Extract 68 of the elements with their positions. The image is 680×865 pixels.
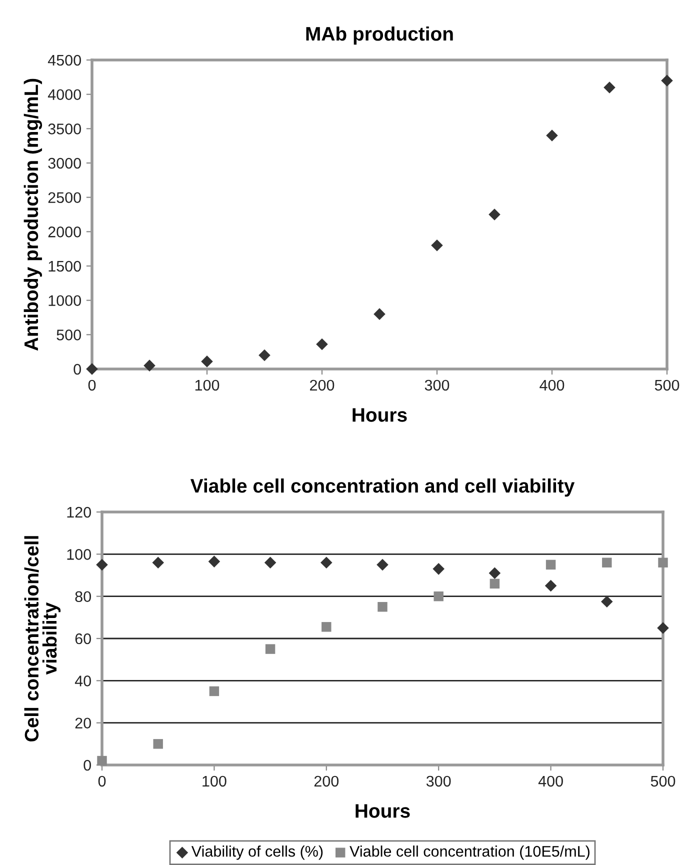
y-tick-label: 80 bbox=[75, 591, 91, 602]
x-tick-label: 300 bbox=[426, 776, 451, 787]
y-tick-label: 2000 bbox=[48, 226, 81, 238]
y-tick-label: 3500 bbox=[48, 124, 81, 134]
point bbox=[96, 558, 108, 571]
point bbox=[546, 560, 556, 570]
chart-title: MAb production bbox=[306, 26, 453, 45]
y-tick-label: 4000 bbox=[48, 89, 81, 100]
chart-title: Viable cell concentration and cell viability bbox=[190, 478, 575, 497]
y-tick-label: 20 bbox=[75, 718, 91, 729]
point bbox=[152, 556, 164, 568]
point bbox=[604, 82, 616, 94]
x-tick-label: 100 bbox=[202, 776, 226, 787]
x-tick-label: 400 bbox=[538, 776, 563, 787]
x-tick-label: 0 bbox=[98, 776, 106, 787]
point bbox=[661, 74, 673, 86]
x-tick-label: 200 bbox=[314, 776, 339, 787]
y-tick-label: 0 bbox=[74, 364, 81, 375]
x-tick-label: 500 bbox=[654, 380, 680, 391]
point bbox=[546, 130, 558, 142]
point bbox=[322, 622, 332, 632]
point bbox=[316, 338, 328, 350]
y-tick-label: 120 bbox=[67, 506, 91, 518]
point bbox=[144, 360, 156, 372]
point bbox=[378, 602, 388, 612]
x-tick-label: 100 bbox=[195, 380, 220, 391]
point bbox=[488, 567, 501, 580]
y-tick-label: 3000 bbox=[48, 158, 81, 169]
x-axis-title: Hours bbox=[352, 408, 407, 422]
point bbox=[488, 208, 500, 220]
point bbox=[209, 686, 220, 696]
x-tick-label: 200 bbox=[310, 380, 334, 391]
y-tick-label: 500 bbox=[56, 330, 81, 340]
y-tick-label: 2500 bbox=[48, 192, 81, 204]
point bbox=[258, 349, 270, 362]
point bbox=[432, 563, 444, 575]
legend-label: Viable cell concentration (10E5/mL) bbox=[350, 846, 590, 860]
point bbox=[201, 356, 213, 368]
point bbox=[376, 558, 388, 571]
y-tick-label: 1500 bbox=[48, 260, 81, 272]
x-tick-label: 400 bbox=[540, 380, 564, 391]
legend-label: Viability of cells (%) bbox=[191, 846, 323, 860]
point bbox=[320, 556, 332, 568]
point bbox=[657, 622, 669, 634]
point bbox=[208, 556, 220, 568]
point bbox=[434, 591, 444, 602]
point bbox=[431, 240, 443, 252]
y-tick-label: 4500 bbox=[48, 54, 81, 66]
y-tick-label: 100 bbox=[67, 549, 91, 560]
y-axis-title: Antibody production (mg/mL) bbox=[24, 78, 42, 351]
point bbox=[544, 580, 557, 592]
point bbox=[265, 644, 276, 654]
point bbox=[86, 363, 98, 375]
x-axis-title: Hours bbox=[356, 804, 410, 818]
x-tick-label: 500 bbox=[650, 776, 676, 787]
y-tick-label: 60 bbox=[75, 633, 91, 644]
y-tick-label: 0 bbox=[84, 760, 91, 771]
point bbox=[264, 556, 276, 568]
y-tick-label: 40 bbox=[74, 676, 91, 686]
point bbox=[602, 558, 612, 568]
point bbox=[601, 596, 613, 608]
x-tick-label: 300 bbox=[424, 380, 450, 391]
point bbox=[658, 558, 668, 568]
y-tick-label: 1000 bbox=[48, 295, 81, 306]
point bbox=[153, 739, 163, 749]
y-axis-title: Cell concentration/cell viability bbox=[24, 536, 61, 742]
point bbox=[490, 578, 500, 589]
point bbox=[374, 308, 386, 320]
